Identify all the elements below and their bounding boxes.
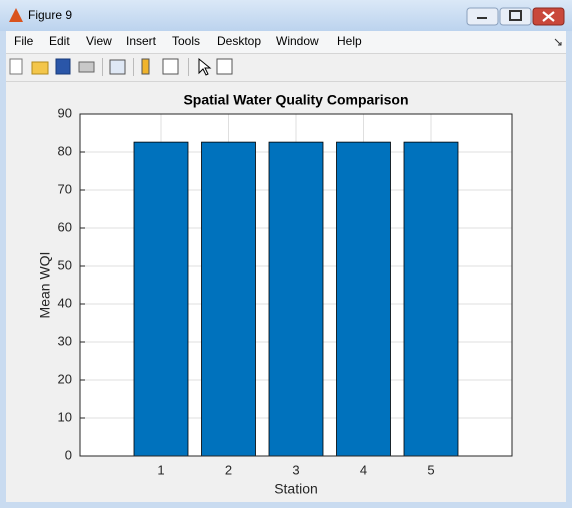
new-icon[interactable] bbox=[9, 58, 23, 75]
menu-item[interactable]: View bbox=[86, 34, 112, 48]
x-tick-label: 3 bbox=[292, 462, 299, 477]
y-tick-label: 20 bbox=[58, 371, 72, 386]
x-tick-label: 1 bbox=[157, 462, 164, 477]
bar bbox=[403, 141, 459, 457]
link-icon[interactable] bbox=[109, 59, 126, 75]
close-icon bbox=[542, 11, 555, 22]
menu-item[interactable]: Insert bbox=[126, 34, 157, 48]
toolbar bbox=[9, 57, 233, 76]
bar bbox=[133, 141, 189, 457]
plot-tools-icon[interactable] bbox=[216, 58, 233, 75]
y-tick-label: 80 bbox=[58, 143, 72, 158]
x-tick-label: 5 bbox=[427, 462, 434, 477]
menu-item[interactable]: Window bbox=[276, 34, 319, 48]
y-tick-label: 70 bbox=[58, 181, 72, 196]
maximize-button[interactable] bbox=[499, 7, 532, 26]
x-axis-label: Station bbox=[274, 481, 318, 497]
bar bbox=[268, 141, 324, 457]
dock-arrow[interactable] bbox=[554, 38, 562, 46]
bar bbox=[336, 141, 391, 457]
plot-area bbox=[80, 113, 512, 457]
y-tick-label: 60 bbox=[58, 219, 72, 234]
y-tick-label: 50 bbox=[58, 257, 72, 272]
colorbar-icon[interactable] bbox=[141, 58, 150, 75]
chart-title: Spatial Water Quality Comparison bbox=[183, 92, 408, 108]
y-tick-label: 0 bbox=[65, 447, 72, 462]
x-tick-label: 2 bbox=[225, 462, 232, 477]
print-icon[interactable] bbox=[78, 61, 95, 73]
minimize-icon bbox=[477, 17, 487, 19]
app-icon bbox=[9, 8, 23, 22]
menu-item[interactable]: Tools bbox=[172, 34, 200, 48]
menu-group: File Edit View Insert Tools Desktop Window Help bbox=[14, 34, 362, 48]
bar bbox=[201, 141, 256, 457]
legend-icon[interactable] bbox=[162, 58, 179, 75]
maximize-icon bbox=[509, 10, 522, 21]
open-icon[interactable] bbox=[31, 61, 49, 75]
window-title: Figure 9 bbox=[28, 8, 72, 22]
menu-bar bbox=[6, 31, 566, 53]
menu-item[interactable]: File bbox=[14, 34, 34, 48]
y-tick-label: 30 bbox=[58, 333, 72, 348]
menu-item[interactable]: Desktop bbox=[217, 34, 261, 48]
y-axis-label: Mean WQI bbox=[37, 252, 53, 319]
axes-box bbox=[79, 113, 513, 457]
menu-item[interactable]: Help bbox=[337, 34, 362, 48]
y-tick-label: 10 bbox=[58, 409, 72, 424]
x-tick-label: 4 bbox=[360, 462, 367, 477]
y-tick-label: 40 bbox=[58, 295, 72, 310]
menu-item[interactable]: Edit bbox=[49, 34, 70, 48]
pointer-icon[interactable] bbox=[198, 57, 212, 76]
save-icon[interactable] bbox=[55, 58, 71, 75]
minimize-button[interactable] bbox=[466, 7, 499, 26]
y-tick-label: 90 bbox=[58, 105, 72, 120]
